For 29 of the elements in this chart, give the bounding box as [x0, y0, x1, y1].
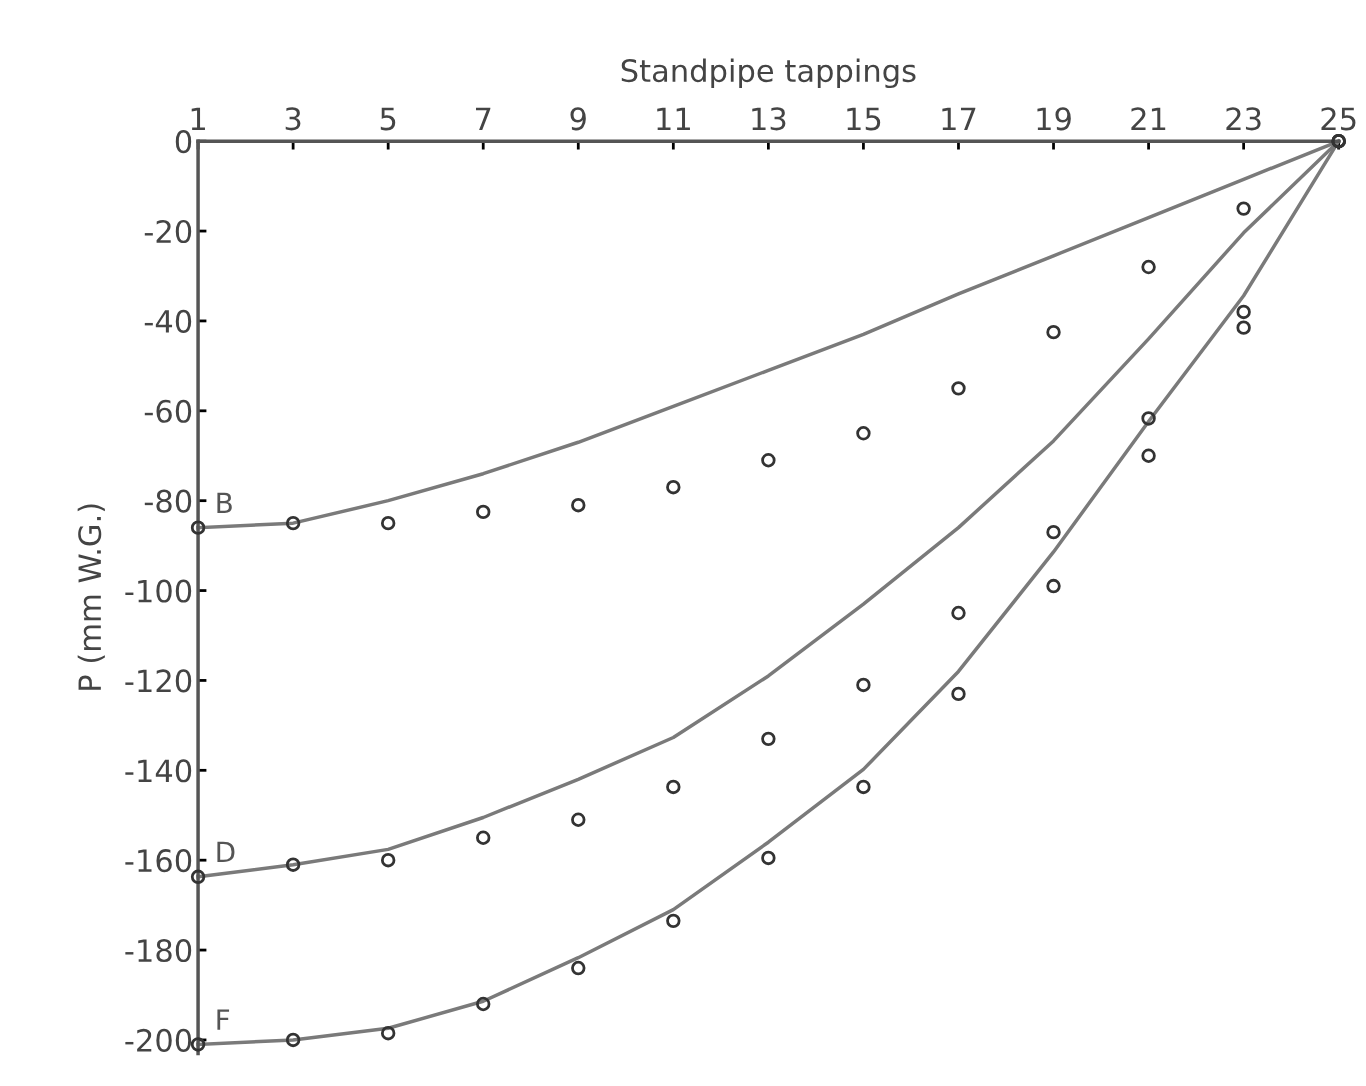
x-axis-title: Standpipe tappings [621, 58, 916, 89]
y-tick-label: -180 [125, 938, 192, 963]
series-label: F [217, 1009, 230, 1030]
y-tick-label: -200 [125, 1028, 192, 1052]
y-tick-label: 0 [175, 130, 192, 154]
y-tick-label: -100 [125, 579, 192, 603]
y-tick-label: -40 [144, 309, 192, 333]
series-label: D [217, 841, 235, 863]
y-tick-label: -60 [144, 399, 192, 423]
x-tick-label: 11 [657, 107, 690, 130]
x-tick-label: 21 [1131, 107, 1166, 130]
y-tick-label: -160 [125, 849, 192, 873]
x-tick-label: 9 [570, 107, 586, 131]
x-tick-label: 7 [476, 107, 491, 130]
y-tick-label: -20 [144, 219, 192, 244]
x-tick-label: 25 [1321, 107, 1356, 131]
x-tick-label: 5 [380, 107, 396, 131]
x-tick-label: 17 [942, 107, 976, 130]
x-tick-label: 3 [285, 107, 301, 131]
y-tick-label: -80 [144, 489, 192, 513]
series-label: B [217, 492, 232, 513]
x-tick-label: 15 [847, 107, 881, 131]
x-tick-label: 23 [1226, 107, 1261, 131]
x-tick-label: 1 [191, 107, 205, 130]
x-tick-label: 19 [1037, 107, 1071, 131]
y-tick-label: -120 [125, 669, 192, 693]
y-tick-label: -140 [125, 759, 192, 783]
y-axis-title: P (mm W.G.) [77, 504, 105, 690]
x-tick-label: 13 [752, 107, 786, 131]
